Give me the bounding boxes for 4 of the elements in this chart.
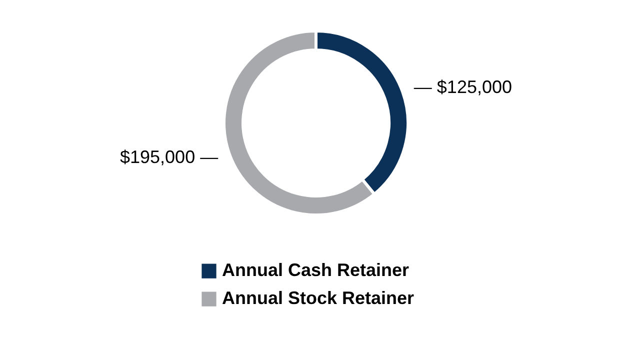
data-label: — $125,000 xyxy=(414,76,512,97)
legend-label: Annual Cash Retainer xyxy=(222,260,410,280)
legend-label: Annual Stock Retainer xyxy=(222,288,414,308)
data-label: $195,000 — xyxy=(120,147,218,168)
